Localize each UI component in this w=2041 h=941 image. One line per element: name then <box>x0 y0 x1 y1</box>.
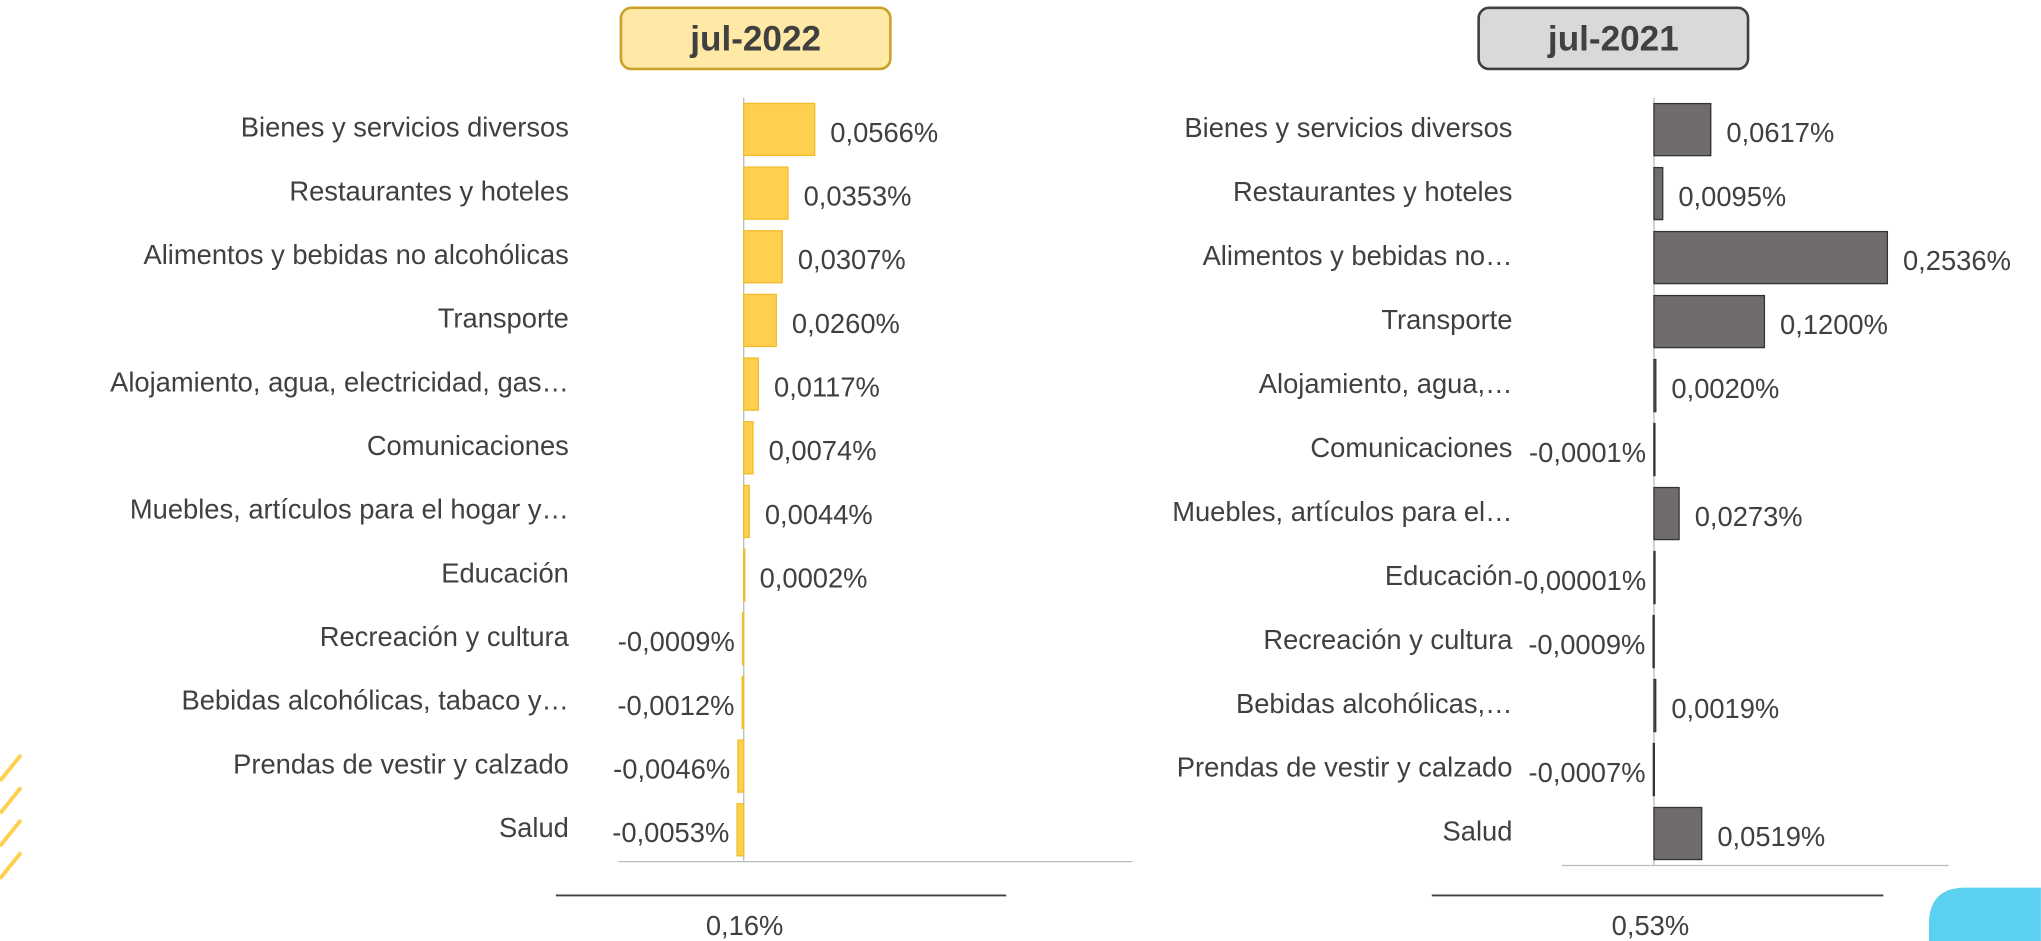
total-label: 0,53% <box>1612 910 1690 941</box>
value-label: -0,0046% <box>613 754 730 785</box>
category-label: Comunicaciones <box>1310 432 1512 463</box>
category-label: Recreación y cultura <box>1263 624 1513 655</box>
value-label: -0,0009% <box>618 626 735 657</box>
category-label: Alojamiento, agua,… <box>1259 368 1513 399</box>
value-label: 0,0044% <box>765 499 873 530</box>
value-label: -0,00001% <box>1514 565 1646 596</box>
category-label: Restaurantes y hoteles <box>289 175 569 206</box>
category-label: Prendas de vestir y calzado <box>1177 752 1513 783</box>
value-label: -0,0053% <box>612 817 729 848</box>
value-label: 0,1200% <box>1780 309 1888 340</box>
category-label: Recreación y cultura <box>320 621 570 652</box>
value-label: -0,0001% <box>1529 437 1646 468</box>
total-label: 0,16% <box>706 910 784 941</box>
category-label: Salud <box>1443 816 1513 847</box>
bar <box>737 739 745 793</box>
chart-title: jul-2022 <box>689 19 821 58</box>
bar <box>743 102 816 157</box>
bar <box>1653 678 1657 733</box>
category-label: Bebidas alcohólicas, tabaco y… <box>181 685 568 716</box>
value-label: 0,0566% <box>830 117 938 148</box>
value-label: 0,0074% <box>769 435 877 466</box>
category-label: Salud <box>499 812 569 843</box>
corner-decoration <box>1928 887 2041 941</box>
category-label: Transporte <box>1381 304 1512 335</box>
value-label: 0,0260% <box>792 308 900 339</box>
category-label: Alimentos y bebidas no alcohólicas <box>144 239 569 270</box>
category-label: Bienes y servicios diversos <box>1184 112 1512 143</box>
category-label: Alojamiento, agua, electricidad, gas… <box>110 366 569 397</box>
bar <box>1653 294 1766 349</box>
value-label: 0,0307% <box>798 244 906 275</box>
bar <box>1653 102 1712 157</box>
bar <box>741 612 745 666</box>
bar <box>743 548 746 602</box>
bar <box>743 357 760 411</box>
bar <box>1653 422 1656 477</box>
chart-title: jul-2021 <box>1547 19 1679 58</box>
value-label: 0,0020% <box>1671 373 1779 404</box>
title-box <box>619 6 892 71</box>
value-label: 0,0002% <box>760 563 868 594</box>
value-label: 0,0095% <box>1678 181 1786 212</box>
bar <box>743 421 754 475</box>
value-label: -0,0007% <box>1529 757 1646 788</box>
bar <box>1653 358 1657 413</box>
category-label: Restaurantes y hoteles <box>1233 176 1513 207</box>
category-label: Bebidas alcohólicas,… <box>1236 688 1512 719</box>
category-label: Transporte <box>438 303 569 334</box>
category-label: Comunicaciones <box>367 430 569 461</box>
value-label: 0,0519% <box>1717 821 1825 852</box>
bar <box>743 230 783 284</box>
category-label: Educación <box>441 557 569 588</box>
category-label: Prendas de vestir y calzado <box>233 748 569 779</box>
bar <box>743 484 750 539</box>
bar <box>743 293 777 348</box>
value-label: 0,2536% <box>1903 245 2011 276</box>
bar <box>1653 550 1656 605</box>
value-label: 0,0019% <box>1671 693 1779 724</box>
value-label: 0,0617% <box>1726 117 1834 148</box>
category-label: Bienes y servicios diversos <box>241 112 569 143</box>
bar <box>743 166 789 220</box>
bar <box>1653 166 1664 221</box>
category-label: Educación <box>1385 560 1513 591</box>
bar <box>1652 742 1656 797</box>
hatch-decoration <box>0 753 23 880</box>
category-label: Muebles, artículos para el… <box>1172 496 1512 527</box>
category-label: Muebles, artículos para el hogar y… <box>130 494 569 525</box>
value-label: -0,0009% <box>1528 629 1645 660</box>
bar <box>1653 486 1680 541</box>
value-label: 0,0117% <box>774 372 880 403</box>
value-label: 0,0353% <box>804 181 912 212</box>
bar <box>1653 230 1889 285</box>
bar <box>1653 806 1703 861</box>
title-box <box>1477 6 1750 71</box>
bar <box>741 675 745 730</box>
category-label: Alimentos y bebidas no… <box>1203 240 1513 271</box>
value-label: 0,0273% <box>1695 501 1803 532</box>
bar <box>1652 614 1655 669</box>
bar <box>736 803 745 857</box>
value-label: -0,0012% <box>617 690 734 721</box>
